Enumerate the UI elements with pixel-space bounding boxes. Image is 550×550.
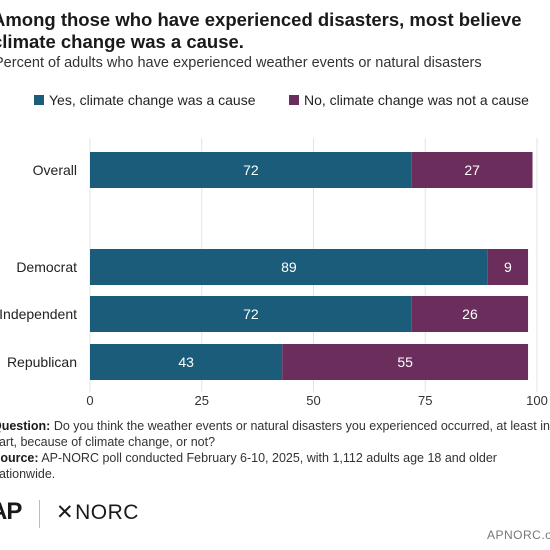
category-label: Overall: [33, 162, 77, 178]
data-label: 43: [178, 354, 194, 370]
data-label: 72: [243, 306, 259, 322]
bar-yes: [90, 152, 412, 188]
norc-star-icon: ✕: [56, 501, 75, 524]
question-label: Question:: [0, 419, 51, 433]
chart-subtitle: Percent of adults who have experienced w…: [0, 55, 482, 71]
source-label: Source:: [0, 451, 39, 465]
bar-yes: [90, 296, 412, 332]
legend-label-yes: Yes, climate change was a cause: [49, 92, 256, 108]
chart-title: Among those who have experienced disaste…: [0, 9, 522, 52]
source-text: AP-NORC poll conducted February 6-10, 20…: [0, 451, 497, 481]
legend-item-no: No, climate change was not a cause: [289, 92, 529, 108]
stacked-bar-chart: 0 25 50 75 100 Overall 72 27 Democrat 89 9 Independ…: [0, 138, 548, 408]
data-label: 72: [243, 162, 259, 178]
legend-swatch-no: [289, 95, 299, 105]
question-text: Do you think the weather events or natur…: [0, 419, 550, 449]
category-label: Republican: [7, 354, 77, 370]
bar-no: [487, 249, 529, 285]
x-tick-label: 100: [526, 393, 548, 408]
norc-logo-text: NORC: [75, 501, 139, 524]
data-label: 89: [281, 259, 297, 275]
bar-no: [282, 344, 529, 380]
x-tick-label: 25: [195, 393, 209, 408]
bar-no: [411, 296, 529, 332]
norc-logo: ✕NORC: [56, 500, 139, 525]
data-label: 55: [397, 354, 413, 370]
x-tick-label: 0: [86, 393, 93, 408]
question-note: Question: Do you think the weather event…: [0, 418, 550, 450]
logo-divider: [39, 500, 40, 528]
x-tick-label: 75: [418, 393, 432, 408]
bar-no: [411, 152, 533, 188]
data-label: 9: [504, 259, 512, 275]
legend-swatch-yes: [34, 95, 44, 105]
bar-yes: [90, 249, 488, 285]
source-note: Source: AP-NORC poll conducted February …: [0, 450, 550, 482]
legend-item-yes: Yes, climate change was a cause: [34, 92, 256, 108]
ap-logo: AP: [0, 498, 22, 525]
data-label: 26: [462, 306, 478, 322]
legend-label-no: No, climate change was not a cause: [304, 92, 529, 108]
bar-yes: [90, 344, 283, 380]
category-label: Democrat: [16, 259, 77, 275]
data-label: 27: [464, 162, 480, 178]
x-tick-label: 50: [306, 393, 320, 408]
category-label: Independent: [0, 306, 77, 322]
chart-notes: Question: Do you think the weather event…: [0, 418, 550, 482]
site-url: APNORC.org: [487, 528, 550, 542]
